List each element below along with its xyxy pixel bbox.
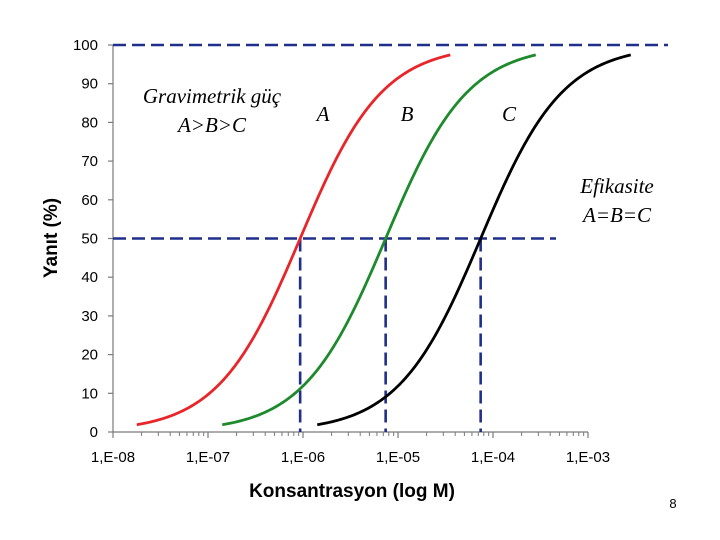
x-tick-label: 1,E-07 (186, 449, 230, 466)
series-label-c: C (502, 102, 517, 126)
y-axis-title: Yanıt (%) (41, 198, 62, 278)
potency-annotation-title: Gravimetrik güç (143, 84, 282, 108)
y-tick-labels: 0 10 20 30 40 50 60 70 80 90 100 (73, 37, 98, 441)
x-tick-labels: 1,E-08 1,E-07 1,E-06 1,E-05 1,E-04 1,E-03 (91, 449, 610, 466)
y-tick-label: 80 (81, 114, 98, 131)
efficacy-annotation-equal: A=B=C (581, 203, 652, 227)
y-tick-label: 10 (81, 385, 98, 402)
series-label-b: B (401, 102, 414, 126)
y-tick-label: 90 (81, 76, 98, 93)
curve-a (136, 53, 451, 427)
y-tick-label: 50 (81, 231, 98, 248)
curves (136, 53, 632, 427)
x-tick-label: 1,E-05 (376, 449, 420, 466)
y-tick-label: 20 (81, 347, 98, 364)
series-label-a: A (315, 102, 330, 126)
y-tick-label: 60 (81, 192, 98, 209)
x-tick-label: 1,E-03 (566, 449, 610, 466)
y-tick-label: 40 (81, 269, 98, 286)
y-tick-label: 0 (90, 424, 98, 441)
efficacy-annotation-title: Efikasite (579, 174, 653, 198)
curve-b (222, 53, 537, 427)
x-tick-label: 1,E-04 (471, 449, 515, 466)
x-axis-title: Konsantrasyon (log M) (249, 481, 455, 502)
x-tick-label: 1,E-08 (91, 449, 135, 466)
x-tick-label: 1,E-06 (281, 449, 325, 466)
y-tick-label: 70 (81, 153, 98, 170)
page-number: 8 (669, 496, 676, 511)
curve-c (317, 53, 632, 427)
y-tick-label: 100 (73, 37, 98, 54)
y-tick-label: 30 (81, 308, 98, 325)
potency-annotation-order: A>B>C (176, 113, 247, 137)
